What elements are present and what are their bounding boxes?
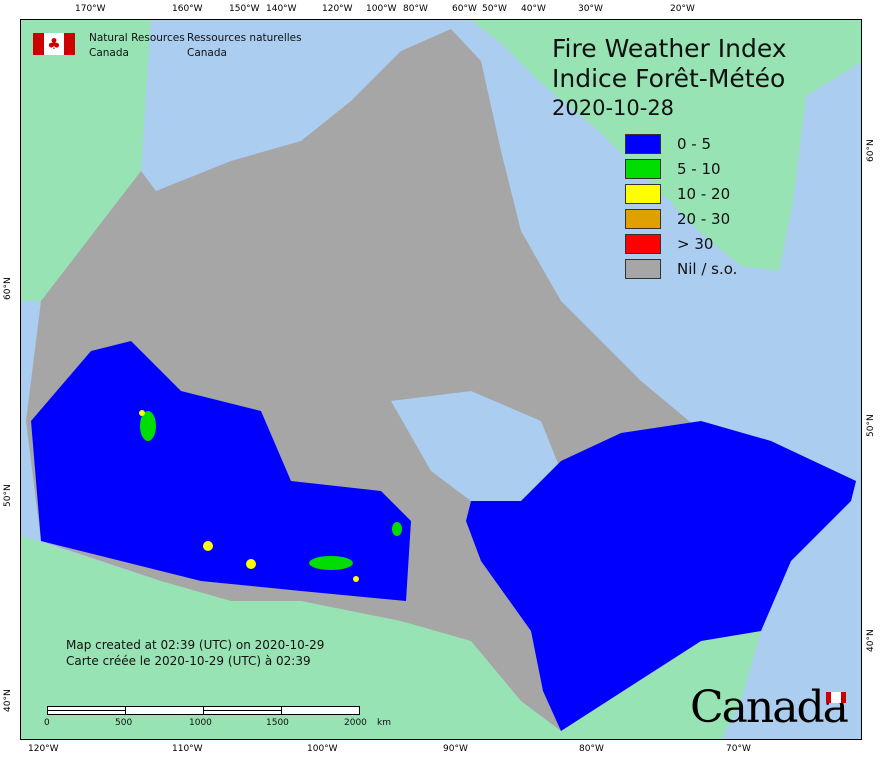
canada-wordmark: Canada [690, 682, 849, 733]
graticule-label: 90°W [443, 744, 468, 754]
graticule-label: 140°W [266, 4, 297, 14]
graticule-label: 160°W [172, 4, 203, 14]
legend-item: 5 - 10 [625, 159, 721, 179]
title-en: Fire Weather Index [552, 34, 787, 63]
fwi-patch-10-20 [246, 559, 256, 569]
map-canvas [21, 20, 861, 739]
graticule-label: 120°W [322, 4, 353, 14]
agency-fr-line2: Canada [187, 47, 227, 59]
agency-name-fr: Ressources naturelles Canada [187, 31, 302, 61]
graticule-label: 50°W [482, 4, 507, 14]
legend-item: > 30 [625, 234, 713, 254]
scale-bar [47, 706, 360, 715]
agency-fr-line1: Ressources naturelles [187, 32, 302, 44]
legend-label: 5 - 10 [677, 160, 721, 178]
wordmark-flag-icon [826, 692, 846, 703]
legend-label: Nil / s.o. [677, 260, 738, 278]
fwi-patch-5-10 [140, 411, 156, 441]
graticule-label: 100°W [307, 744, 338, 754]
agency-en-line1: Natural Resources [89, 32, 185, 44]
graticule-label: 60°W [452, 4, 477, 14]
agency-en-line2: Canada [89, 47, 129, 59]
graticule-label: 50°N [3, 484, 13, 507]
legend-label: 10 - 20 [677, 185, 731, 203]
fwi-patch-10-20 [203, 541, 213, 551]
graticule-label: 50°N [866, 414, 876, 437]
graticule-label: 40°W [521, 4, 546, 14]
legend-item: 10 - 20 [625, 184, 730, 204]
scale-label: 500 [115, 718, 133, 728]
legend-item: 20 - 30 [625, 209, 730, 229]
legend-swatch [625, 134, 661, 154]
graticule-label: 40°N [3, 689, 13, 712]
graticule-label: 80°W [403, 4, 428, 14]
graticule-label: 20°W [670, 4, 695, 14]
scale-label: 1500 [266, 718, 289, 728]
scale-label: 0 [44, 718, 50, 728]
legend-swatch [625, 159, 661, 179]
graticule-label: 80°W [579, 744, 604, 754]
legend-swatch [625, 209, 661, 229]
fwi-patch-5-10 [309, 556, 353, 570]
legend-label: 0 - 5 [677, 135, 712, 153]
scale-label: 1000 [189, 718, 212, 728]
map-frame: ♣ Natural Resources Canada Ressources nat… [20, 19, 862, 740]
created-note-fr: Carte créée le 2020-10-29 (UTC) à 02:39 [66, 654, 311, 668]
fwi-patch-5-10 [392, 522, 402, 536]
graticule-label: 100°W [366, 4, 397, 14]
graticule-label: 60°N [3, 277, 13, 300]
graticule-label: 60°N [866, 139, 876, 162]
fwi-patch-10-20 [353, 576, 359, 582]
legend-label: 20 - 30 [677, 210, 731, 228]
graticule-label: 120°W [28, 744, 59, 754]
title-fr: Indice Forêt-Météo [552, 64, 786, 93]
legend-swatch [625, 234, 661, 254]
graticule-label: 170°W [75, 4, 106, 14]
created-note-en: Map created at 02:39 (UTC) on 2020-10-29 [66, 638, 325, 652]
scale-unit: km [377, 718, 391, 728]
legend-item: 0 - 5 [625, 134, 711, 154]
scale-label: 2000 [344, 718, 367, 728]
nrcan-flag-logo: ♣ [33, 33, 75, 55]
greenland [471, 20, 861, 271]
graticule-label: 70°W [726, 744, 751, 754]
fwi-zone-west [31, 341, 411, 601]
graticule-label: 30°W [578, 4, 603, 14]
graticule-label: 150°W [229, 4, 260, 14]
alaska [21, 20, 151, 301]
map-date: 2020-10-28 [552, 96, 675, 120]
legend-label: > 30 [677, 235, 714, 253]
fwi-zone-east [466, 421, 856, 731]
agency-name-en: Natural Resources Canada [89, 31, 185, 61]
graticule-label: 110°W [172, 744, 203, 754]
united-states [21, 536, 761, 739]
legend-item: Nil / s.o. [625, 259, 737, 279]
fwi-patch-10-20 [139, 410, 145, 416]
legend-swatch [625, 184, 661, 204]
graticule-label: 40°N [866, 629, 876, 652]
hudson-bay [391, 391, 561, 501]
legend-swatch [625, 259, 661, 279]
